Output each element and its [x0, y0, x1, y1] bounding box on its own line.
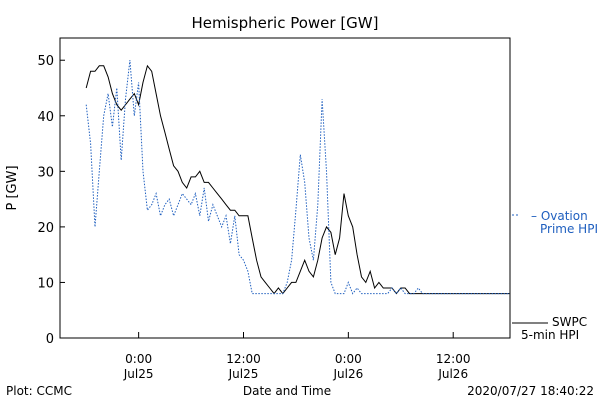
legend: – Ovation Prime HPI SWPC 5-min HPI	[512, 209, 598, 342]
x-tick-label-date: Jul26	[437, 367, 468, 381]
swpc-series-line	[86, 66, 510, 294]
x-tick-label-time: 0:00	[125, 352, 152, 366]
legend-swpc-label-1: SWPC	[552, 315, 587, 329]
x-tick-label-date: Jul25	[123, 367, 154, 381]
chart-title: Hemispheric Power [GW]	[192, 14, 379, 32]
legend-ovation-label-1: – Ovation	[531, 209, 588, 223]
x-tick-label-time: 12:00	[226, 352, 261, 366]
y-axis-label: P [GW]	[5, 165, 20, 210]
series-layer	[86, 60, 510, 293]
y-tick-label: 50	[37, 54, 54, 69]
y-tick-label: 30	[37, 165, 54, 180]
ovation-prime-series-line	[86, 60, 510, 293]
x-tick-label-time: 12:00	[436, 352, 471, 366]
x-axis-label: Date and Time	[243, 384, 331, 398]
legend-ovation-label-2: Prime HPI	[540, 222, 598, 236]
x-tick-label-date: Jul25	[228, 367, 259, 381]
footer-timestamp: 2020/07/27 18:40:22	[467, 384, 594, 398]
y-tick-label: 40	[37, 110, 54, 125]
y-tick-label: 0	[46, 332, 54, 347]
x-tick-label-date: Jul26	[332, 367, 363, 381]
y-tick-label: 10	[37, 276, 54, 291]
x-tick-label-time: 0:00	[335, 352, 362, 366]
y-tick-label: 20	[37, 221, 54, 236]
legend-swpc-label-2: 5-min HPI	[521, 328, 579, 342]
y-axis-ticks: 0 10 20 30 40 50	[37, 54, 65, 347]
footer-credit: Plot: CCMC	[6, 384, 72, 398]
plot-frame	[60, 38, 510, 338]
